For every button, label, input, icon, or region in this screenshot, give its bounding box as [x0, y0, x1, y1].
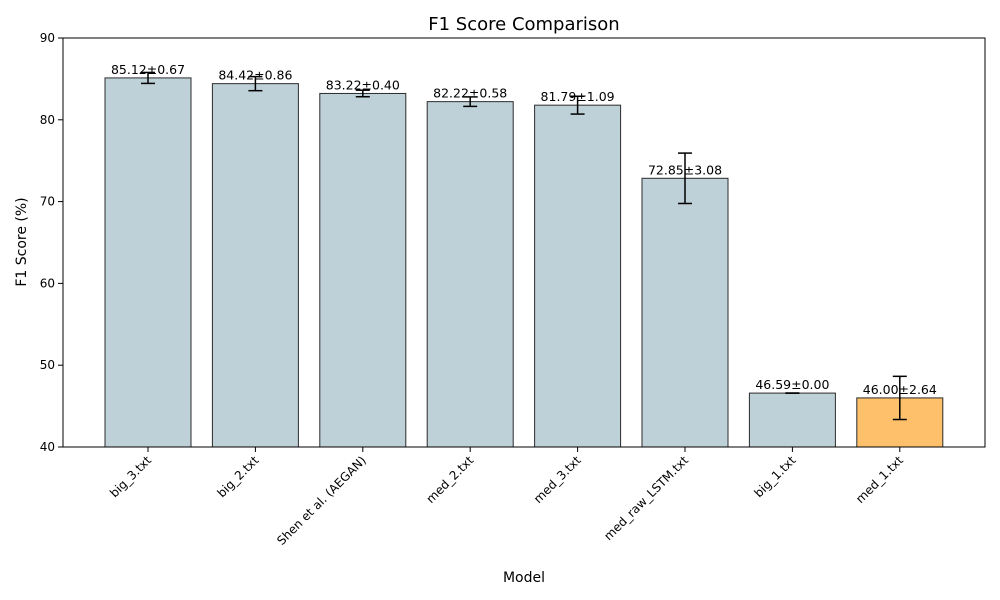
data-label: 46.00±2.64 [863, 382, 937, 397]
x-axis-label: Model [503, 570, 545, 586]
x-tick-label: med_1.txt [853, 453, 906, 506]
bar [211, 83, 299, 448]
y-axis-label: F1 Score (%) [14, 197, 30, 286]
bar [426, 101, 514, 448]
x-axis-ticks: big_3.txt big_2.txt Shen et al. (AEGAN) med… [107, 447, 906, 548]
y-axis-ticks: 40 50 60 70 80 90 [40, 31, 63, 454]
bar [748, 392, 836, 448]
data-label: 83.22±0.40 [326, 77, 400, 92]
bars-layer [104, 77, 944, 448]
error-bar [678, 152, 692, 205]
error-bar [463, 96, 478, 108]
bar [104, 77, 192, 448]
data-label: 84.42±0.86 [218, 68, 292, 83]
data-label: 46.59±0.00 [755, 377, 829, 392]
data-labels-layer: 85.12±0.67 84.42±0.86 83.22±0.40 82.22±0.58… [111, 62, 937, 397]
x-tick-label: big_2.txt [214, 453, 261, 500]
data-label: 85.12±0.67 [111, 62, 185, 77]
data-label: 82.22±0.58 [433, 86, 507, 101]
error-bar [892, 375, 907, 421]
y-tick-label: 90 [40, 31, 55, 45]
plot-area-frame [62, 37, 986, 448]
bar [641, 177, 729, 448]
y-tick-label: 70 [40, 195, 55, 209]
y-tick-label: 80 [40, 113, 55, 127]
error-bars-layer [141, 71, 907, 421]
error-bar [570, 95, 585, 115]
data-label: 72.85±3.08 [648, 162, 722, 177]
x-tick-label: Shen et al. (AEGAN) [274, 453, 369, 548]
bar [319, 92, 407, 448]
x-tick-label: med_3.txt [531, 453, 584, 506]
error-bar [248, 75, 263, 92]
x-tick-label: big_3.txt [107, 453, 154, 500]
x-tick-label: med_2.txt [424, 453, 477, 506]
chart-title: F1 Score Comparison [428, 14, 619, 35]
y-tick-label: 50 [40, 358, 55, 372]
x-tick-label: big_1.txt [751, 453, 798, 500]
y-tick-label: 40 [40, 440, 55, 454]
bar [534, 104, 622, 448]
error-bar [355, 89, 370, 98]
x-tick-label: med_raw_LSTM.txt [601, 453, 691, 543]
error-bar [141, 71, 155, 85]
data-label: 81.79±1.09 [541, 89, 615, 104]
y-tick-label: 60 [40, 276, 55, 290]
